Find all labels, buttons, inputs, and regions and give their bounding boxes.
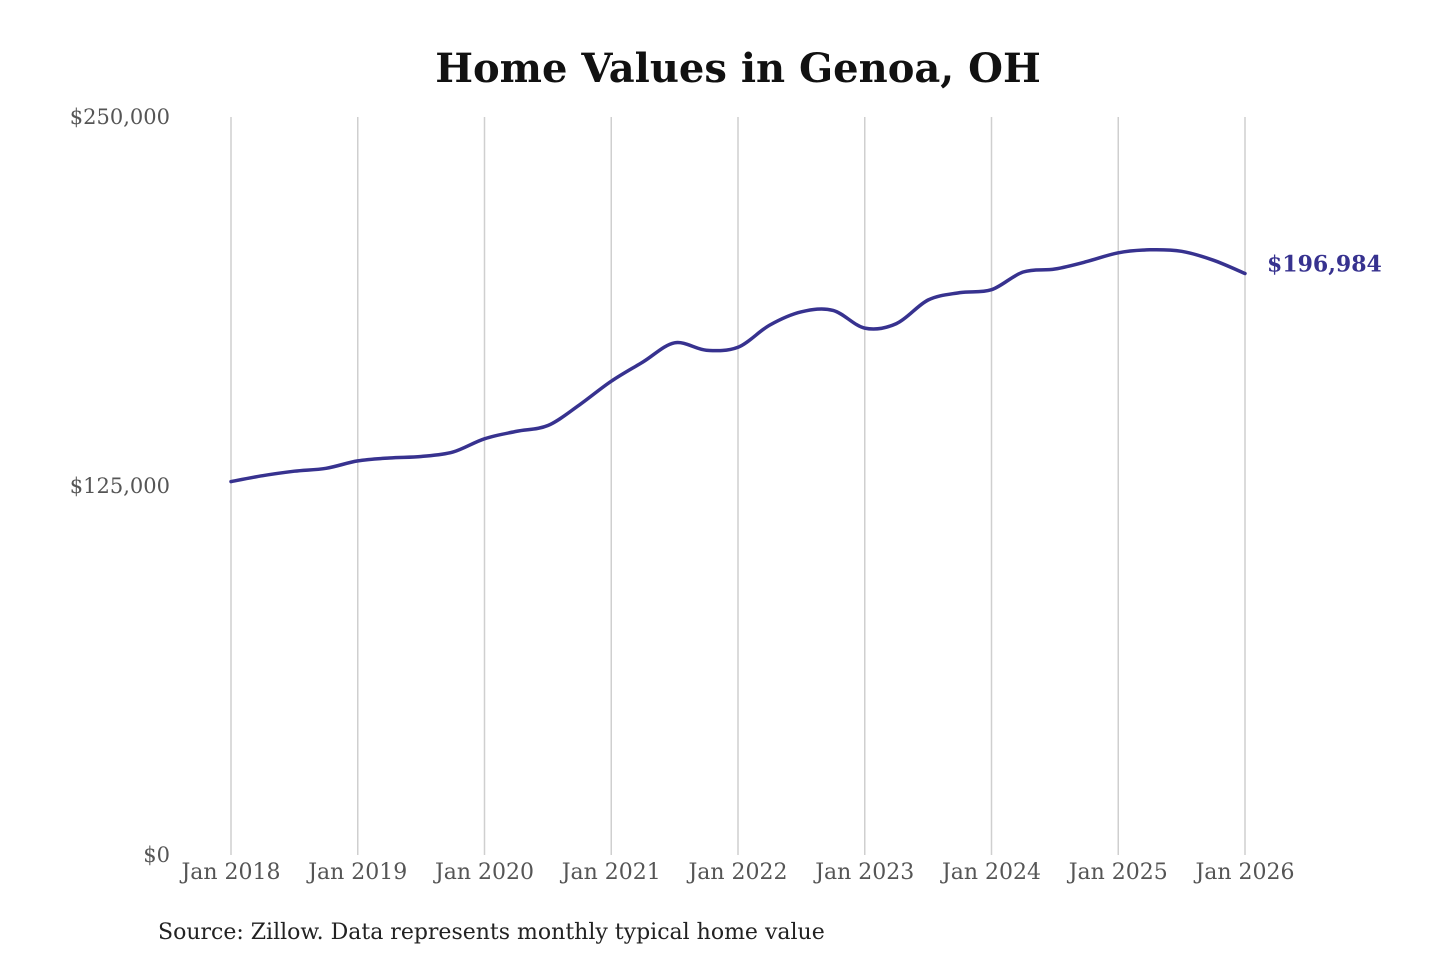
y-axis-ticks: $0 $125,000 $250,000 [70,105,170,867]
x-tick-label: Jan 2025 [1067,860,1168,885]
y-tick-label: $0 [143,843,170,867]
x-tick-label: Jan 2018 [179,860,280,885]
x-tick-label: Jan 2022 [686,860,787,885]
x-tick-label: Jan 2026 [1193,860,1294,885]
grid-lines [230,117,1246,855]
x-tick-label: Jan 2020 [433,860,534,885]
y-tick-label: $125,000 [70,474,170,498]
chart-title: Home Values in Genoa, OH [435,45,1041,92]
x-tick-label: Jan 2023 [813,860,914,885]
x-tick-label: Jan 2019 [306,860,407,885]
x-axis-ticks: Jan 2018 Jan 2019 Jan 2020 Jan 2021 Jan 2022… [179,860,1294,885]
x-tick-label: Jan 2024 [940,860,1041,885]
source-note: Source: Zillow. Data represents monthly … [158,920,825,945]
y-tick-label: $250,000 [70,105,170,129]
x-tick-label: Jan 2021 [560,860,661,885]
end-value-label: $196,984 [1267,252,1382,278]
series-line-home-value [229,247,1247,484]
